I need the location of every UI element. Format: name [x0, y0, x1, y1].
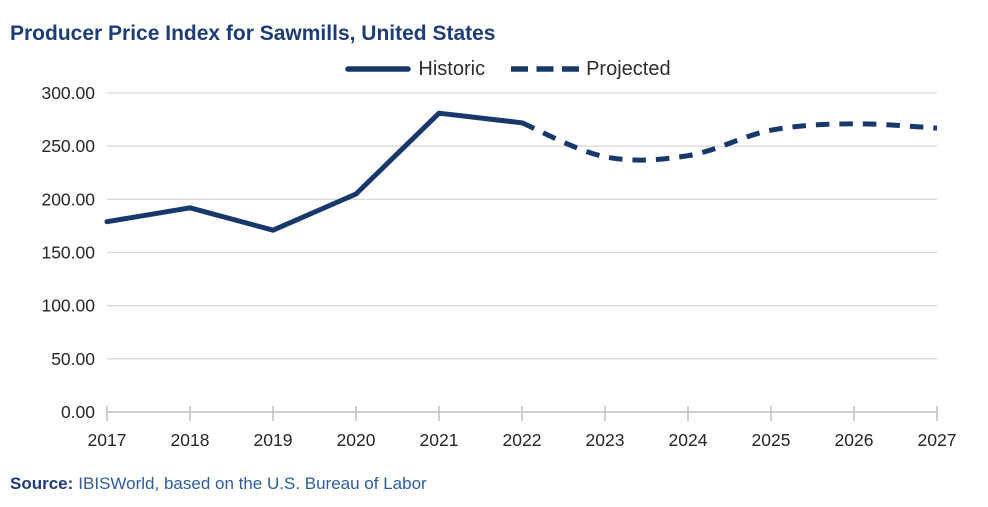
chart-title: Producer Price Index for Sawmills, Unite…	[10, 22, 496, 45]
x-tick-label: 2026	[835, 430, 874, 450]
y-tick-label: 150.00	[41, 243, 95, 263]
y-tick-label: 0.00	[61, 402, 95, 422]
y-tick-label: 200.00	[41, 189, 95, 209]
legend-item-projected: Projected	[511, 58, 671, 81]
source-note: Source: IBISWorld, based on the U.S. Bure…	[10, 474, 427, 494]
x-tick-label: 2027	[918, 430, 957, 450]
source-text: IBISWorld, based on the U.S. Bureau of L…	[78, 474, 427, 493]
x-tick-label: 2024	[669, 430, 708, 450]
x-tick-label: 2019	[254, 430, 293, 450]
historic-line-icon	[345, 60, 412, 78]
x-tick-label: 2018	[171, 430, 210, 450]
projected-line	[521, 120, 938, 163]
x-tick-label: 2022	[503, 430, 542, 450]
legend-item-historic: Historic	[345, 58, 485, 81]
y-tick-label: 300.00	[41, 83, 95, 103]
chart-legend: Historic Projected	[0, 55, 988, 83]
projected-line-icon	[511, 60, 580, 78]
x-tick-label: 2017	[88, 430, 127, 450]
x-tick-label: 2023	[586, 430, 625, 450]
x-tick-label: 2025	[752, 430, 791, 450]
x-tick-label: 2021	[420, 430, 459, 450]
legend-label-projected: Projected	[586, 57, 671, 80]
y-tick-label: 100.00	[41, 296, 95, 316]
x-tick-label: 2020	[337, 430, 376, 450]
source-label: Source:	[10, 474, 74, 493]
y-tick-label: 50.00	[51, 349, 95, 369]
y-tick-label: 250.00	[41, 136, 95, 156]
legend-label-historic: Historic	[418, 57, 486, 80]
historic-line	[104, 110, 525, 233]
